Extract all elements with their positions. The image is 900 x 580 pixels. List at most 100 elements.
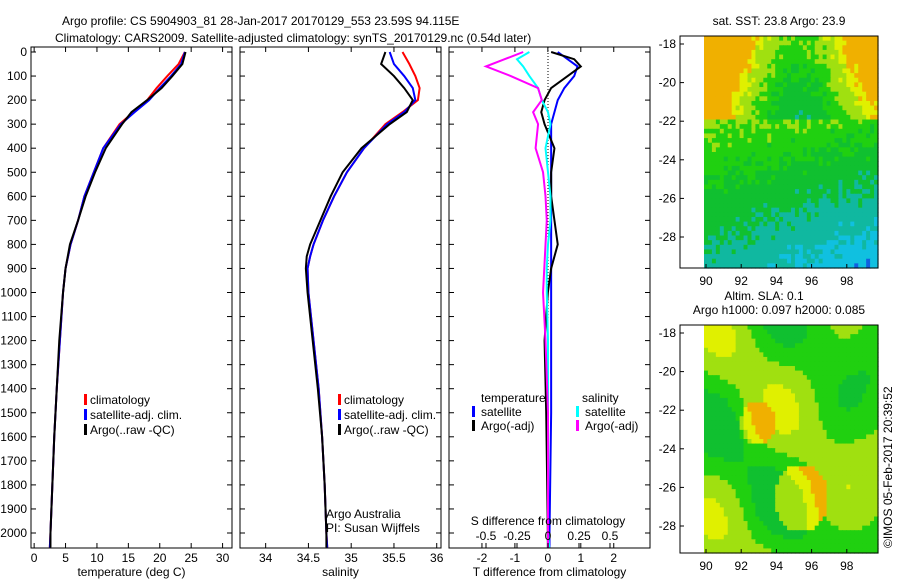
map-cell xyxy=(814,443,820,449)
map-cell xyxy=(727,539,733,545)
map-cell xyxy=(791,36,796,42)
map-cell xyxy=(763,100,768,107)
map-cell xyxy=(826,105,832,111)
map-cell xyxy=(715,470,721,477)
map-cell xyxy=(707,226,713,232)
map-cell xyxy=(810,249,816,255)
map-cell xyxy=(846,147,851,153)
x-tick-label: 0 xyxy=(545,551,552,565)
y-tick-label: 100 xyxy=(7,69,27,83)
map-cell xyxy=(834,114,840,121)
map-cell xyxy=(711,216,717,223)
map-cell xyxy=(763,370,768,376)
map-cell xyxy=(723,240,729,246)
map-cell xyxy=(759,425,764,431)
map-cell xyxy=(870,221,875,227)
map-cell xyxy=(874,439,879,445)
map-cell xyxy=(715,434,721,440)
map-cell xyxy=(731,258,737,264)
map-cell xyxy=(838,152,844,158)
map-cell xyxy=(798,147,804,153)
map-cell xyxy=(814,334,820,340)
map-cell xyxy=(838,484,844,490)
map-cell xyxy=(711,54,717,60)
map-cell xyxy=(704,156,709,162)
map-cell xyxy=(759,334,764,340)
map-cell xyxy=(747,59,753,65)
map-cell xyxy=(791,263,796,269)
map-cell xyxy=(791,235,796,241)
map-cell xyxy=(822,352,828,358)
map-cell xyxy=(743,221,749,227)
map-cell xyxy=(842,216,847,223)
map-cell xyxy=(763,203,768,209)
map-cell xyxy=(866,384,871,390)
map-cell xyxy=(874,54,879,60)
map-cell xyxy=(787,40,792,46)
map-cell xyxy=(862,54,867,60)
map-cell xyxy=(874,338,879,344)
map-cell xyxy=(818,45,824,51)
map-cell xyxy=(874,452,879,458)
map-cell xyxy=(771,343,776,349)
map-cell xyxy=(775,448,780,454)
map-cell xyxy=(715,534,721,540)
y-tick-label: 700 xyxy=(7,213,27,227)
y-tick-label: -28 xyxy=(659,230,677,244)
map-cell xyxy=(735,49,741,56)
legend-label: satellite-adj. clim. xyxy=(90,408,182,422)
map-cell xyxy=(842,36,847,42)
map-cell xyxy=(826,184,832,190)
map-cell xyxy=(822,425,828,431)
map-cell xyxy=(767,338,772,344)
map-cell xyxy=(854,203,859,209)
map-cell xyxy=(775,73,780,79)
map-cell xyxy=(862,77,867,83)
map-cell xyxy=(866,543,871,550)
map-cell xyxy=(862,397,867,404)
map-cell xyxy=(818,416,824,422)
map-cell xyxy=(870,457,875,463)
map-cell xyxy=(846,235,851,241)
map-cell xyxy=(787,366,792,372)
map-cell xyxy=(810,361,816,367)
map-cell xyxy=(775,170,780,176)
map-cell xyxy=(783,165,788,172)
map-cell xyxy=(810,379,816,385)
map-cell xyxy=(806,244,812,251)
map-cell xyxy=(711,73,717,79)
map-cell xyxy=(771,397,776,404)
map-cell xyxy=(755,263,760,269)
map-cell xyxy=(802,193,808,199)
map-cell xyxy=(711,484,717,490)
map-cell xyxy=(858,470,863,477)
map-cell xyxy=(802,420,808,426)
map-cell xyxy=(842,114,847,121)
map-cell xyxy=(830,179,836,186)
map-cell xyxy=(830,375,836,381)
map-cell xyxy=(767,498,772,504)
map-cell xyxy=(704,502,709,508)
map-cell xyxy=(822,124,828,130)
map-cell xyxy=(743,110,749,116)
map-cell xyxy=(830,489,836,495)
map-cell xyxy=(743,36,749,42)
map-cell xyxy=(759,397,764,404)
map-cell xyxy=(854,429,859,436)
map-cell xyxy=(719,466,725,472)
map-cell xyxy=(779,114,784,121)
map-cell xyxy=(794,36,800,42)
map-cell xyxy=(846,493,851,499)
map-cell xyxy=(866,198,871,204)
map-cell xyxy=(775,498,780,504)
map-cell xyxy=(794,393,800,399)
map-cell xyxy=(866,448,871,454)
map-cell xyxy=(763,198,768,204)
map-cell xyxy=(731,511,737,518)
map-cell xyxy=(826,193,832,199)
map-cell xyxy=(739,221,745,227)
map-cell xyxy=(707,347,713,353)
map-cell xyxy=(810,221,816,227)
map-cell xyxy=(794,361,800,367)
map-cell xyxy=(719,63,725,70)
